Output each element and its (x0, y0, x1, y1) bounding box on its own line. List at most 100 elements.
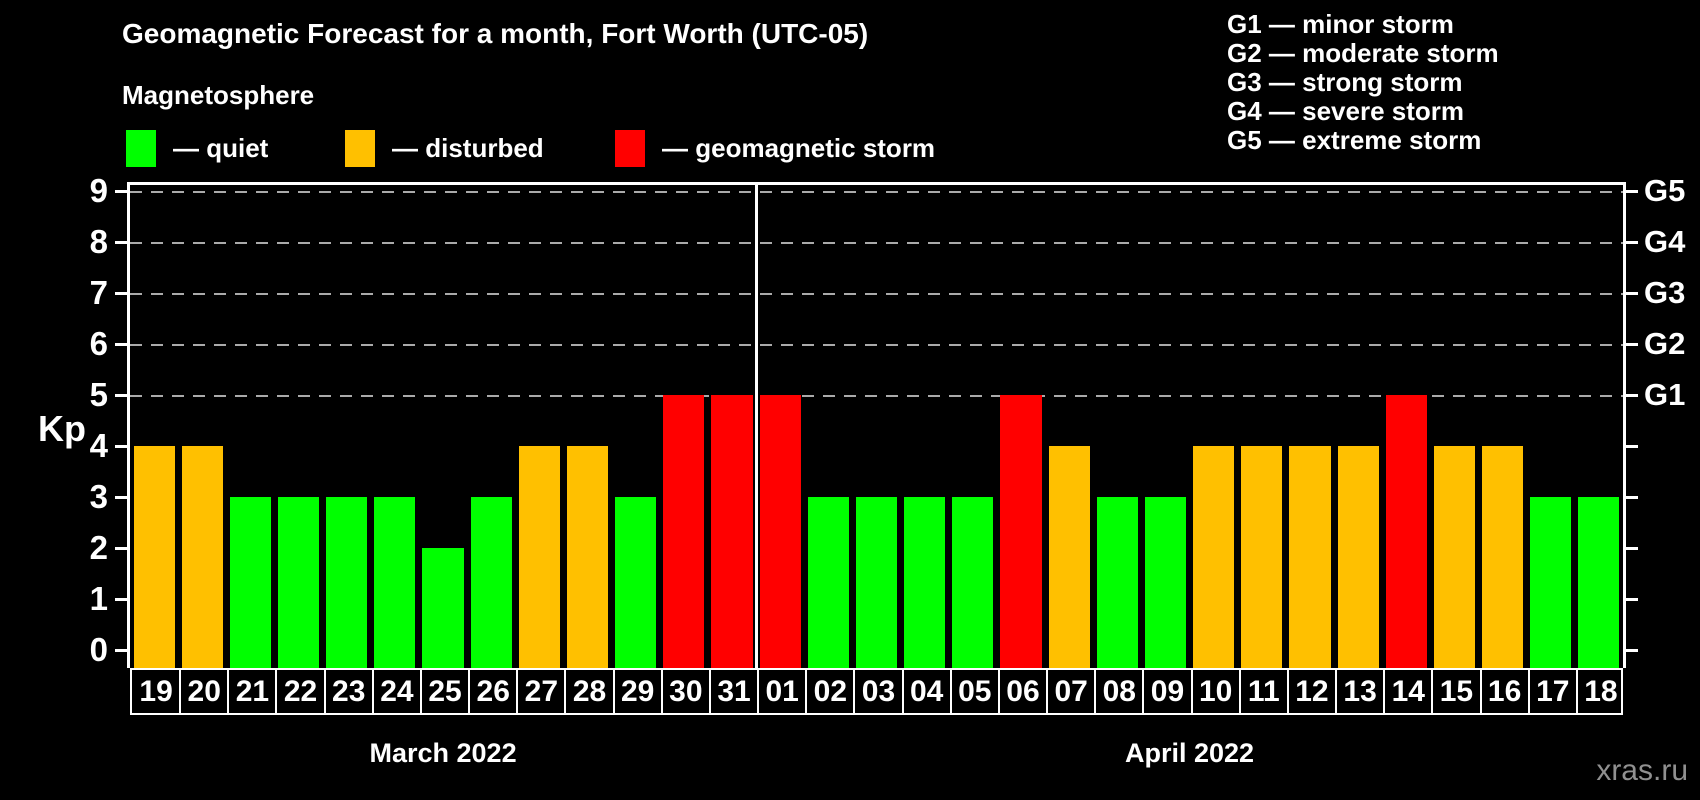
day-cell-divider (179, 670, 182, 713)
day-label-22: 22 (283, 674, 318, 708)
day-cell-divider (1527, 670, 1530, 713)
day-label-02: 02 (813, 674, 848, 708)
day-cell-divider (564, 670, 567, 713)
right-axis-line (1623, 182, 1626, 668)
plot-area (130, 183, 1623, 668)
kp-bar-apr-09 (1144, 497, 1187, 668)
kp-bar-mar-20 (181, 446, 223, 668)
legend-item-quiet: — quiet (126, 128, 268, 168)
day-cell-divider (1286, 670, 1289, 713)
day-cell-divider (901, 670, 904, 713)
day-label-30: 30 (669, 674, 703, 708)
kp-bar-mar-25 (422, 548, 464, 668)
kp-bar-apr-04 (904, 497, 946, 668)
left-tick-8 (115, 241, 127, 244)
day-cell-divider (660, 670, 663, 713)
left-tick-6 (115, 343, 127, 346)
day-label-16: 16 (1487, 674, 1522, 708)
day-axis-row: 19 20 21 22 23 24 25 26 27 28 29 30 31 01 02 03 04 05 06 07… (130, 668, 1623, 715)
kp-bar-apr-01 (759, 395, 801, 668)
kp-bar-mar-27 (518, 446, 560, 668)
y-tick-label-9: 9 (89, 172, 108, 209)
kp-bar-mar-24 (374, 497, 416, 668)
day-label-08: 08 (1102, 674, 1136, 708)
left-tick-2 (115, 547, 127, 550)
day-cell-divider (1383, 670, 1386, 713)
kp-bar-apr-14 (1385, 395, 1427, 668)
legend-label-storm: — geomagnetic storm (662, 132, 936, 163)
day-cell-divider (853, 670, 856, 713)
day-label-11: 11 (1247, 674, 1280, 708)
gridline-kp-6 (130, 344, 1623, 346)
right-tick-8 (1626, 241, 1638, 244)
kp-bar-apr-18 (1578, 497, 1620, 668)
watermark: xras.ru (1596, 754, 1688, 787)
day-label-18: 18 (1584, 674, 1618, 708)
kp-bar-apr-10 (1193, 446, 1235, 668)
day-label-04: 04 (909, 674, 944, 708)
day-label-28: 28 (572, 674, 607, 708)
day-label-03: 03 (861, 674, 896, 708)
disturbed-color-swatch (345, 129, 375, 167)
day-label-29: 29 (621, 674, 655, 708)
right-tick-5 (1626, 394, 1638, 397)
g-scale-legend: G1 — minor storm G2 — moderate storm G3 … (1227, 10, 1499, 155)
y-tick-label-8: 8 (89, 223, 108, 260)
kp-bar-mar-23 (326, 497, 368, 668)
day-label-25: 25 (428, 674, 462, 708)
left-tick-3 (115, 496, 127, 499)
day-label-13: 13 (1343, 674, 1377, 708)
kp-bar-mar-30 (663, 395, 705, 668)
gridline-kp-7 (130, 293, 1623, 295)
month-label-1: April 2022 (1125, 738, 1255, 768)
g-scale-label-g4: G4 (1644, 224, 1686, 259)
kp-bar-mar-28 (566, 446, 609, 668)
day-cell-divider (757, 670, 760, 713)
g-scale-label-g3: G3 (1644, 275, 1686, 310)
day-label-26: 26 (476, 674, 510, 708)
kp-bar-mar-19 (133, 446, 175, 668)
right-tick-9 (1626, 190, 1638, 193)
day-cell-divider (516, 670, 519, 713)
day-label-09: 09 (1150, 674, 1185, 708)
kp-bar-apr-06 (1000, 395, 1042, 668)
day-label-21: 21 (235, 674, 270, 708)
day-cell-divider (1238, 670, 1241, 713)
y-tick-label-4: 4 (89, 427, 108, 464)
day-label-01: 01 (765, 674, 799, 708)
legend-item-disturbed: — disturbed (345, 128, 544, 168)
g-scale-label-g1: G1 (1644, 377, 1686, 412)
day-label-05: 05 (958, 674, 992, 708)
day-label-06: 06 (1006, 674, 1040, 708)
day-label-14: 14 (1391, 674, 1425, 708)
gridline-kp-9 (130, 191, 1623, 193)
day-cell-divider (1479, 670, 1482, 713)
kp-bar-mar-26 (470, 497, 512, 668)
day-cell-divider (419, 670, 422, 713)
legend-label-quiet: — quiet (173, 132, 269, 163)
day-label-07: 07 (1054, 674, 1088, 708)
day-cell-divider (1335, 670, 1338, 713)
magnetosphere-label: Magnetosphere (122, 80, 315, 110)
day-cell-divider (949, 670, 952, 713)
left-tick-7 (115, 292, 127, 295)
y-tick-label-2: 2 (89, 529, 108, 566)
day-label-19: 19 (139, 674, 173, 708)
g5-legend-line: G5 — extreme storm (1227, 125, 1482, 155)
g4-legend-line: G4 — severe storm (1227, 96, 1465, 126)
y-tick-label-0: 0 (89, 631, 108, 668)
left-tick-5 (115, 394, 127, 397)
y-axis-label-kp: Kp (38, 408, 86, 449)
month-label-0: March 2022 (369, 738, 517, 768)
day-label-24: 24 (380, 674, 414, 708)
day-cell-divider (1431, 670, 1434, 713)
day-label-23: 23 (332, 674, 366, 708)
left-axis-line (127, 182, 130, 668)
day-label-15: 15 (1439, 674, 1474, 708)
g3-legend-line: G3 — strong storm (1227, 67, 1463, 97)
kp-bar-apr-12 (1289, 446, 1331, 668)
quiet-color-swatch (126, 129, 156, 167)
day-label-27: 27 (524, 674, 559, 708)
kp-bar-apr-17 (1530, 497, 1572, 668)
